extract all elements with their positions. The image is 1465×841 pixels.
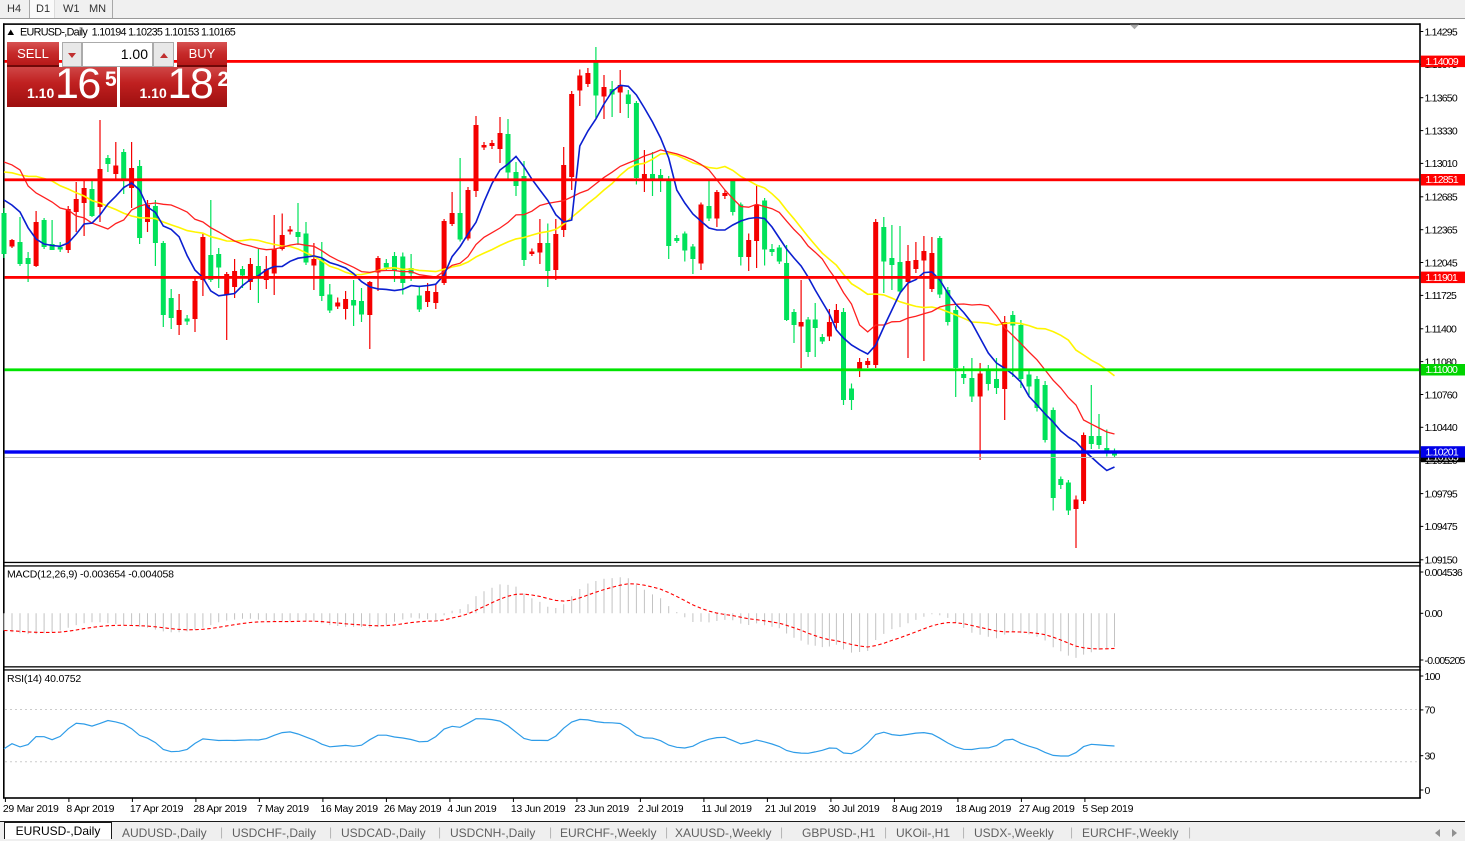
svg-text:1.11000: 1.11000 <box>1426 364 1459 376</box>
svg-text:1.09150: 1.09150 <box>1425 555 1458 567</box>
svg-text:1.11725: 1.11725 <box>1425 290 1458 302</box>
svg-text:RSI(14) 40.0752: RSI(14) 40.0752 <box>7 673 81 685</box>
svg-text:1.10201: 1.10201 <box>1426 446 1459 458</box>
svg-text:100: 100 <box>1425 671 1441 683</box>
svg-text:21 Jul 2019: 21 Jul 2019 <box>765 803 816 815</box>
svg-text:17 Apr 2019: 17 Apr 2019 <box>130 803 184 815</box>
svg-text:1.11901: 1.11901 <box>1426 272 1459 284</box>
svg-text:-0.005205: -0.005205 <box>1425 655 1465 667</box>
svg-text:0: 0 <box>1425 785 1431 797</box>
svg-text:1.13330: 1.13330 <box>1425 125 1458 137</box>
svg-text:18 Aug 2019: 18 Aug 2019 <box>955 803 1011 815</box>
svg-text:1.10440: 1.10440 <box>1425 422 1458 434</box>
svg-text:16 May 2019: 16 May 2019 <box>320 803 378 815</box>
svg-text:1.09475: 1.09475 <box>1425 521 1458 533</box>
svg-text:7 May 2019: 7 May 2019 <box>257 803 309 815</box>
svg-text:1.09795: 1.09795 <box>1425 488 1458 500</box>
svg-text:1.12045: 1.12045 <box>1425 257 1458 269</box>
svg-text:1.13650: 1.13650 <box>1425 93 1458 105</box>
svg-text:1.12365: 1.12365 <box>1425 225 1458 237</box>
svg-text:4 Jun 2019: 4 Jun 2019 <box>447 803 496 815</box>
svg-text:13 Jun 2019: 13 Jun 2019 <box>511 803 566 815</box>
svg-text:5 Sep 2019: 5 Sep 2019 <box>1082 803 1133 815</box>
svg-text:0.00: 0.00 <box>1425 608 1443 620</box>
svg-text:MACD(12,26,9) -0.003654 -0.004: MACD(12,26,9) -0.003654 -0.004058 <box>7 569 174 581</box>
svg-text:0.004536: 0.004536 <box>1425 567 1463 579</box>
svg-text:1.11400: 1.11400 <box>1425 324 1458 336</box>
svg-text:27 Aug 2019: 27 Aug 2019 <box>1019 803 1075 815</box>
svg-text:EURUSD-,Daily 1.10194 1.10235: EURUSD-,Daily 1.10194 1.10235 1.10153 1.… <box>20 27 236 39</box>
svg-text:1.14009: 1.14009 <box>1426 56 1459 68</box>
svg-text:29 Mar 2019: 29 Mar 2019 <box>3 803 59 815</box>
svg-text:1.12851: 1.12851 <box>1426 174 1459 186</box>
svg-text:11 Jul 2019: 11 Jul 2019 <box>701 803 752 815</box>
svg-text:1.10760: 1.10760 <box>1425 389 1458 401</box>
svg-text:26 May 2019: 26 May 2019 <box>384 803 442 815</box>
svg-text:2 Jul 2019: 2 Jul 2019 <box>638 803 684 815</box>
svg-text:8 Aug 2019: 8 Aug 2019 <box>892 803 943 815</box>
svg-text:1.12685: 1.12685 <box>1425 192 1458 204</box>
svg-text:70: 70 <box>1425 705 1436 717</box>
svg-text:30 Jul 2019: 30 Jul 2019 <box>828 803 879 815</box>
svg-text:28 Apr 2019: 28 Apr 2019 <box>193 803 247 815</box>
svg-text:1.14295: 1.14295 <box>1425 26 1458 38</box>
svg-text:23 Jun 2019: 23 Jun 2019 <box>574 803 629 815</box>
svg-text:1.13010: 1.13010 <box>1425 158 1458 170</box>
svg-text:30: 30 <box>1425 751 1436 763</box>
svg-text:8 Apr 2019: 8 Apr 2019 <box>66 803 114 815</box>
